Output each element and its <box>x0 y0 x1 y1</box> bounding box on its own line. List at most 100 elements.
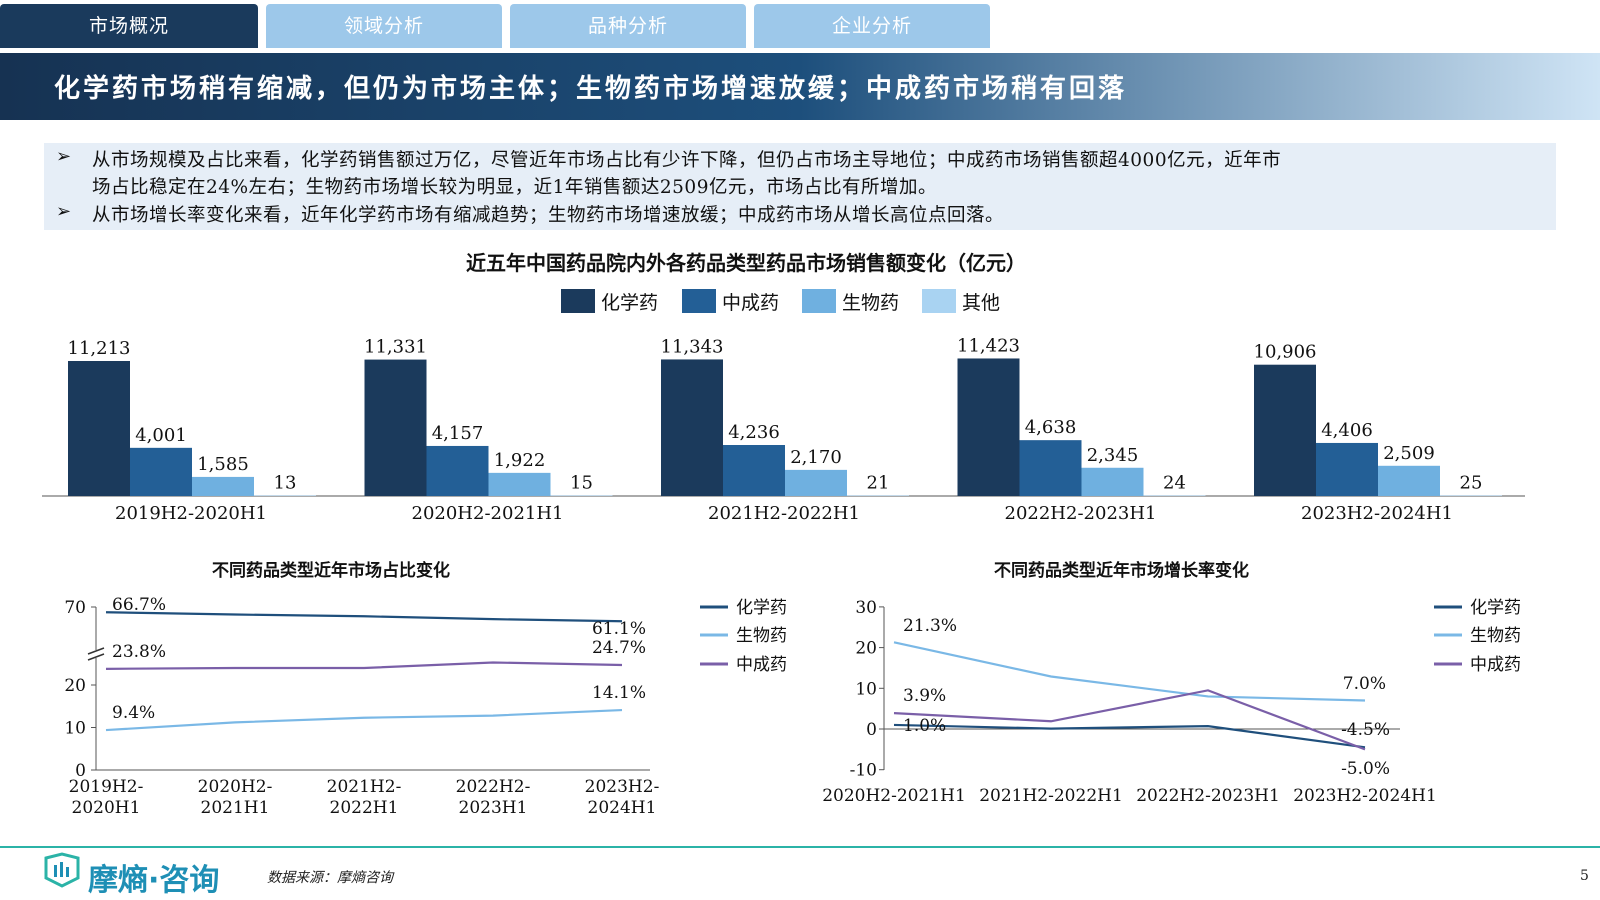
y-tick-label: 20 <box>64 676 86 696</box>
series-line <box>893 641 1366 702</box>
series-line <box>893 723 1366 749</box>
y-tick-label: -10 <box>850 761 877 781</box>
bar-value-label: 4,001 <box>135 425 187 446</box>
legend-swatch <box>682 289 716 313</box>
x-tick-label: 2021H1 <box>201 798 270 818</box>
bar-value-label: 1,922 <box>494 450 546 471</box>
legend-swatch <box>802 289 836 313</box>
data-source: 数据来源：摩熵咨询 <box>267 870 393 886</box>
legend-label: 中成药 <box>722 292 779 314</box>
bar <box>1081 467 1144 496</box>
x-tick-label: 2022H1 <box>330 798 399 818</box>
footer-divider <box>0 846 1600 848</box>
x-tick-label: 2019H2-2020H1 <box>115 503 267 524</box>
series-line <box>105 611 623 623</box>
x-tick-label: 2022H2-2023H1 <box>1005 503 1157 524</box>
bar <box>130 447 192 496</box>
bar-value-label: 4,638 <box>1025 417 1077 438</box>
bar <box>426 445 489 496</box>
legend-swatch <box>922 289 956 313</box>
data-label: 23.8% <box>112 642 166 662</box>
legend-label: 化学药 <box>1470 598 1521 618</box>
bar-value-label: 4,157 <box>432 423 484 444</box>
summary-bullet-1-line-1: 从市场规模及占比来看，化学药销售额过万亿，尽管近年市场占比有少许下降，但仍占市场… <box>92 150 1282 171</box>
bar <box>661 359 723 496</box>
bar-value-label: 25 <box>1460 473 1483 494</box>
bar-value-label: 11,331 <box>364 337 427 358</box>
bar-value-label: 4,236 <box>728 422 780 443</box>
x-tick-label: 2021H2-2022H1 <box>979 786 1123 806</box>
x-tick-label: 2022H2-2023H1 <box>1136 786 1280 806</box>
y-tick-label: 10 <box>855 679 877 699</box>
y-tick-label: 0 <box>75 761 86 781</box>
series-line <box>893 689 1366 751</box>
x-tick-label: 2021H2- <box>327 777 402 797</box>
legend-label: 生物药 <box>1470 626 1521 646</box>
bar-value-label: 2,509 <box>1383 443 1435 464</box>
growth-chart-title: 不同药品类型近年市场增长率变化 <box>994 561 1249 581</box>
bar <box>254 495 316 496</box>
data-label: 24.7% <box>592 638 646 658</box>
data-label: 66.7% <box>112 595 166 615</box>
x-tick-label: 2020H1 <box>72 798 141 818</box>
data-label: -4.5% <box>1341 720 1390 740</box>
share-chart-title: 不同药品类型近年市场占比变化 <box>212 561 450 581</box>
tab-bar: 市场概况 领域分析 品种分析 企业分析 <box>0 4 1600 50</box>
legend-label: 生物药 <box>736 626 787 646</box>
x-tick-label: 2021H2-2022H1 <box>708 503 860 524</box>
legend-label: 化学药 <box>736 598 787 618</box>
data-label: 7.0% <box>1343 674 1386 694</box>
bar <box>1019 440 1082 496</box>
bar <box>550 495 613 496</box>
bar-value-label: 24 <box>1163 473 1186 494</box>
legend-label: 生物药 <box>842 292 899 314</box>
data-label: 14.1% <box>592 683 646 703</box>
legend-label: 化学药 <box>601 292 658 314</box>
brand-logo: 摩熵·咨询 <box>88 863 220 898</box>
x-tick-label: 2023H2-2024H1 <box>1293 786 1437 806</box>
bar <box>68 361 130 496</box>
bar-value-label: 11,423 <box>957 335 1020 356</box>
summary-box: ➢ 从市场规模及占比来看，化学药销售额过万亿，尽管近年市场占比有少许下降，但仍占… <box>44 143 1556 230</box>
data-label: 3.9% <box>903 686 946 706</box>
bar <box>192 476 254 496</box>
bar <box>1143 495 1206 496</box>
bullet-arrow-icon: ➢ <box>56 146 72 167</box>
summary-bullet-2: 从市场增长率变化来看，近年化学药市场有缩减趋势；生物药市场增速放缓；中成药市场从… <box>92 205 1005 226</box>
x-tick-label: 2019H2- <box>69 777 144 797</box>
y-tick-label: 30 <box>855 598 877 618</box>
bar <box>785 469 847 496</box>
bar-value-label: 4,406 <box>1321 420 1373 441</box>
y-tick-label: 20 <box>855 639 877 659</box>
tab-enterprise-analysis[interactable]: 企业分析 <box>754 4 990 48</box>
x-tick-label: 2020H2-2021H1 <box>822 786 966 806</box>
legend-label: 中成药 <box>736 655 787 675</box>
bar <box>723 445 785 496</box>
tab-field-analysis[interactable]: 领域分析 <box>266 4 502 48</box>
data-label: 9.4% <box>112 703 155 723</box>
x-tick-label: 2023H2- <box>585 777 660 797</box>
bar <box>1378 465 1440 496</box>
bar-value-label: 1,585 <box>197 454 249 475</box>
x-tick-label: 2020H2- <box>198 777 273 797</box>
data-label: 21.3% <box>903 616 957 636</box>
x-tick-label: 2022H2- <box>456 777 531 797</box>
title-banner: 化学药市场稍有缩减，但仍为市场主体；生物药市场增速放缓；中成药市场稍有回落 <box>0 53 1600 120</box>
data-label: 1.0% <box>903 716 946 736</box>
bar-value-label: 10,906 <box>1254 342 1317 363</box>
bar <box>1440 495 1502 496</box>
bar <box>1254 364 1316 496</box>
tab-variety-analysis[interactable]: 品种分析 <box>510 4 746 48</box>
data-label: 61.1% <box>592 619 646 639</box>
tab-market-overview[interactable]: 市场概况 <box>0 4 258 48</box>
axis-break-mark <box>87 647 105 661</box>
series-line <box>105 661 623 670</box>
page-title: 化学药市场稍有缩减，但仍为市场主体；生物药市场增速放缓；中成药市场稍有回落 <box>54 74 1128 104</box>
x-tick-label: 2023H2-2024H1 <box>1301 503 1453 524</box>
summary-bullet-1-line-2: 场占比稳定在24%左右；生物药市场增长较为明显，近1年销售额达2509亿元，市场… <box>92 177 937 198</box>
bar <box>488 472 551 496</box>
page-number: 5 <box>1580 868 1589 884</box>
bar-value-label: 2,345 <box>1087 445 1139 466</box>
